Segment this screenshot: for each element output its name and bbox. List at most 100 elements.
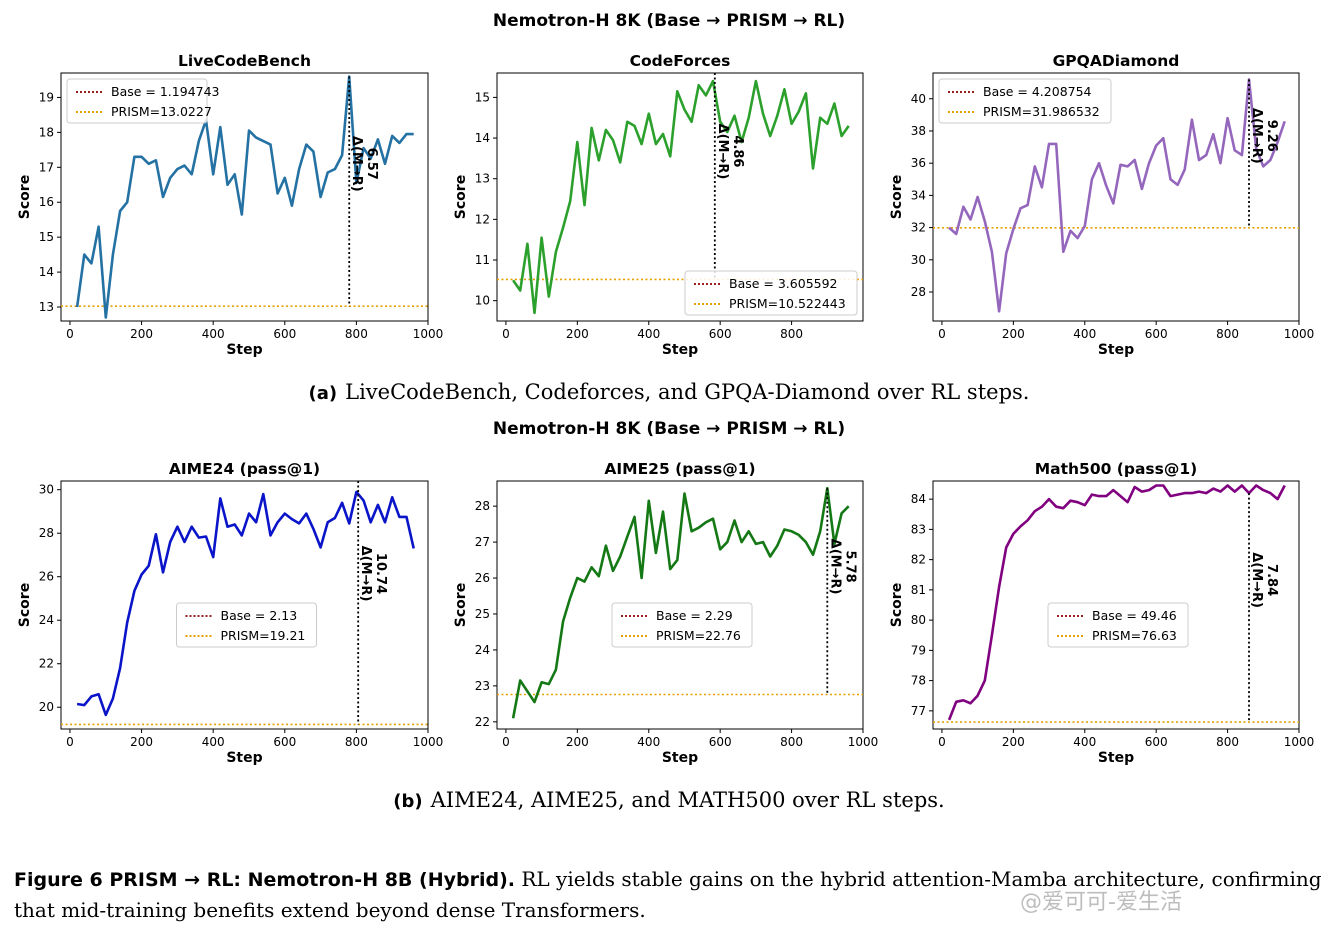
x-tick-label: 200 (130, 735, 153, 749)
delta-label: Δ(M→R) (1249, 552, 1264, 608)
y-tick-label: 13 (475, 172, 490, 186)
delta-label: Δ(M→R) (715, 124, 730, 180)
y-tick-label: 28 (911, 285, 926, 299)
y-tick-label: 20 (39, 700, 54, 714)
series-line (947, 484, 1286, 721)
y-tick-label: 27 (475, 535, 490, 549)
x-tick-label: 800 (780, 735, 803, 749)
y-tick-label: 79 (911, 643, 926, 657)
y-tick-label: 83 (911, 522, 926, 536)
chart-title: LiveCodeBench (178, 52, 311, 70)
x-tick-label: 200 (1002, 735, 1025, 749)
y-tick-label: 26 (39, 570, 54, 584)
x-tick-label: 600 (709, 327, 732, 341)
delta-label: Δ(M→R) (827, 539, 842, 595)
figure-caption-label: Figure 6 PRISM → RL: Nemotron-H 8B (Hybr… (14, 869, 515, 891)
y-tick-label: 77 (911, 704, 926, 718)
x-tick-label: 800 (780, 327, 803, 341)
x-tick-label: 800 (345, 735, 368, 749)
caption-b-label: (b) (393, 791, 423, 812)
caption-b: (b) AIME24, AIME25, and MATH500 over RL s… (0, 788, 1338, 812)
caption-a-label: (a) (308, 383, 338, 404)
watermark: @爱可可-爱生活 (1020, 890, 1182, 915)
legend-box (684, 270, 858, 316)
legend-prism-label: PRISM=13.0227 (111, 104, 212, 119)
x-axis-label: Step (1098, 750, 1134, 766)
caption-b-text: AIME24, AIME25, and MATH500 over RL step… (430, 788, 945, 812)
x-tick-label: 0 (938, 327, 946, 341)
x-tick-label: 600 (709, 735, 732, 749)
legend-box (938, 78, 1112, 124)
legend: Base = 49.46 PRISM=76.63 (1047, 602, 1189, 648)
y-tick-label: 24 (39, 613, 54, 627)
suptitle-b: Nemotron-H 8K (Base → PRISM → RL) (492, 419, 846, 439)
legend: Base = 3.605592 PRISM=10.522443 (684, 270, 858, 316)
y-tick-label: 81 (911, 583, 926, 597)
x-tick-label: 400 (1073, 327, 1096, 341)
legend-base-label: Base = 3.605592 (729, 276, 838, 291)
legend-base-label: Base = 49.46 (1092, 608, 1177, 623)
delta-value: 4.86 (730, 135, 745, 167)
caption-a-text: LiveCodeBench, Codeforces, and GPQA-Diam… (345, 380, 1030, 404)
legend-base-label: Base = 1.194743 (111, 84, 220, 99)
chart-panel-2: GPQADiamond 0 200 400 600 800 1000 28 30 32 34 36 38… (889, 52, 1314, 358)
delta-value: 5.78 (842, 551, 857, 583)
chart-panel-4: AIME25 (pass@1) 0 200 400 600 800 1000 22 23 24 25… (453, 460, 878, 766)
y-tick-label: 24 (475, 643, 490, 657)
x-tick-label: 1000 (848, 735, 879, 749)
legend-prism-label: PRISM=10.522443 (729, 296, 846, 311)
y-tick-label: 34 (911, 188, 926, 202)
y-tick-label: 18 (39, 125, 54, 139)
y-tick-label: 17 (39, 160, 54, 174)
series-line (948, 78, 1286, 313)
y-tick-label: 12 (475, 212, 490, 226)
delta-value: 6.57 (364, 148, 379, 180)
x-tick-label: 600 (273, 327, 296, 341)
legend-base-label: Base = 2.29 (656, 608, 733, 623)
x-tick-label: 1000 (1284, 735, 1315, 749)
x-tick-label: 800 (1216, 327, 1239, 341)
x-tick-label: 1000 (1284, 327, 1315, 341)
legend-prism-label: PRISM=19.21 (221, 628, 306, 643)
y-axis-label: Score (453, 583, 469, 627)
legend-prism-label: PRISM=22.76 (656, 628, 741, 643)
x-tick-label: 600 (273, 735, 296, 749)
x-tick-label: 200 (1002, 327, 1025, 341)
y-tick-label: 23 (475, 679, 490, 693)
delta-label: Δ(M→R) (1249, 108, 1264, 164)
x-tick-label: 400 (637, 327, 660, 341)
y-axis-label: Score (889, 583, 905, 627)
chart-title: AIME25 (pass@1) (604, 460, 755, 478)
y-tick-label: 40 (911, 92, 926, 106)
x-tick-label: 0 (938, 735, 946, 749)
suptitle-a: Nemotron-H 8K (Base → PRISM → RL) (492, 11, 846, 31)
chart-title: CodeForces (630, 52, 731, 70)
legend-prism-label: PRISM=31.986532 (983, 104, 1100, 119)
y-tick-label: 22 (39, 657, 54, 671)
x-tick-label: 0 (66, 735, 74, 749)
x-tick-label: 400 (637, 735, 660, 749)
legend: Base = 2.13 PRISM=19.21 (176, 602, 317, 648)
chart-panel-3: AIME24 (pass@1) 0 200 400 600 800 1000 20 22 24 26… (17, 460, 443, 766)
chart-title: AIME24 (pass@1) (169, 460, 320, 478)
chart-panel-1: CodeForces 0 200 400 600 800 10 11 12 13 14 15 Step S… (453, 52, 864, 358)
x-axis-label: Step (1098, 342, 1134, 358)
y-axis-label: Score (889, 175, 905, 219)
x-axis-label: Step (662, 342, 698, 358)
y-tick-label: 19 (39, 90, 54, 104)
y-tick-label: 26 (475, 571, 490, 585)
y-tick-label: 14 (39, 265, 54, 279)
x-tick-label: 400 (202, 327, 225, 341)
y-tick-label: 84 (911, 492, 926, 506)
y-tick-label: 25 (475, 607, 490, 621)
x-tick-label: 200 (566, 327, 589, 341)
series-line (75, 75, 414, 319)
chart-title: GPQADiamond (1053, 52, 1180, 70)
y-tick-label: 22 (475, 715, 490, 729)
chart-title: Math500 (pass@1) (1035, 460, 1198, 478)
chart-panel-0: LiveCodeBench 0 200 400 600 800 1000 13 14 15 16 17… (17, 52, 443, 358)
x-tick-label: 400 (1073, 735, 1096, 749)
y-tick-label: 78 (911, 674, 926, 688)
delta-value: 10.74 (373, 553, 388, 594)
